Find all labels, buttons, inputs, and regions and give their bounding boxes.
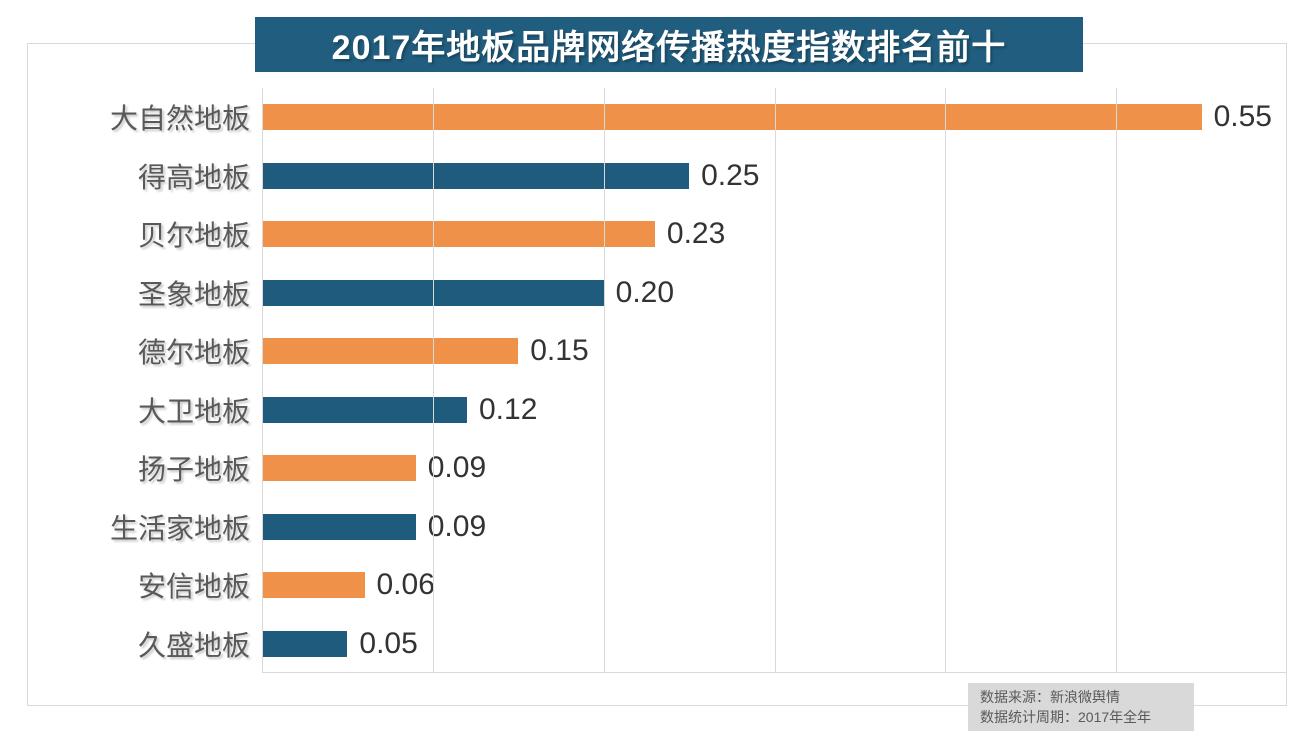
bar-row: 0.06 bbox=[262, 556, 1287, 614]
bar-value-label: 0.06 bbox=[376, 568, 435, 601]
bar-value-label: 0.55 bbox=[1213, 100, 1272, 133]
x-gridline bbox=[1286, 88, 1287, 673]
x-gridline bbox=[432, 88, 434, 673]
chart-card-border bbox=[27, 43, 1287, 706]
category-label: 大自然地板 bbox=[109, 103, 250, 134]
x-gridline bbox=[603, 88, 605, 673]
category-axis-labels: 大自然地板 得高地板 贝尔地板 圣象地板 德尔地板 大卫地板 扬子地板 生活家地… bbox=[30, 88, 250, 673]
category-label: 得高地板 bbox=[137, 161, 250, 193]
bar-value-label: 0.12 bbox=[479, 392, 538, 426]
category-label: 德尔地板 bbox=[137, 337, 250, 368]
bar-value-label: 0.20 bbox=[615, 275, 675, 309]
bar-value-label: 0.25 bbox=[701, 158, 760, 192]
bar-anxin bbox=[262, 572, 365, 598]
x-gridline bbox=[774, 88, 776, 673]
bar-beier bbox=[262, 221, 655, 247]
chart-title-banner: 2017年地板品牌网络传播热度指数排名前十 bbox=[255, 17, 1083, 72]
x-gridline bbox=[945, 88, 947, 673]
bar-daziran bbox=[262, 104, 1202, 130]
x-gridline bbox=[1116, 88, 1118, 673]
x-gridline bbox=[262, 88, 263, 673]
data-source-line: 数据来源：新浪微舆情 bbox=[980, 689, 1120, 705]
bar-value-label: 0.09 bbox=[427, 509, 487, 543]
bar-degao bbox=[262, 162, 690, 189]
data-source-period-line: 数据统计周期：2017年全年 bbox=[980, 709, 1152, 725]
category-label: 安信地板 bbox=[137, 571, 250, 602]
bar-row: 0.23 bbox=[262, 205, 1287, 263]
bar-row: 0.05 bbox=[262, 615, 1287, 673]
category-label: 扬子地板 bbox=[137, 454, 250, 485]
bar-row: 0.15 bbox=[262, 322, 1287, 380]
category-label: 久盛地板 bbox=[137, 629, 250, 661]
bar-deer bbox=[262, 338, 519, 364]
bar-row: 0.09 bbox=[262, 498, 1287, 556]
bar-value-label: 0.05 bbox=[359, 626, 418, 660]
category-label: 生活家地板 bbox=[109, 512, 250, 544]
bar-dawei bbox=[262, 396, 467, 423]
bar-value-label: 0.15 bbox=[530, 334, 589, 367]
data-source-box: 数据来源：新浪微舆情 数据统计周期：2017年全年 bbox=[968, 683, 1194, 731]
chart-title: 2017年地板品牌网络传播热度指数排名前十 bbox=[331, 29, 1007, 67]
bar-shenghuojia bbox=[262, 513, 416, 540]
category-label: 贝尔地板 bbox=[137, 220, 250, 251]
category-label: 大卫地板 bbox=[137, 395, 250, 427]
bar-jiusheng bbox=[262, 630, 348, 657]
bar-row: 0.55 bbox=[262, 88, 1287, 146]
bar-yangzi bbox=[262, 455, 416, 481]
bar-row: 0.09 bbox=[262, 439, 1287, 497]
category-label: 圣象地板 bbox=[137, 278, 250, 310]
bar-value-label: 0.23 bbox=[666, 217, 726, 250]
bar-row: 0.25 bbox=[262, 147, 1287, 205]
plot-area: 0.55 0.25 0.23 0.20 0.15 0.12 0.09 0.09 … bbox=[262, 88, 1287, 673]
bar-value-label: 0.09 bbox=[427, 451, 487, 484]
